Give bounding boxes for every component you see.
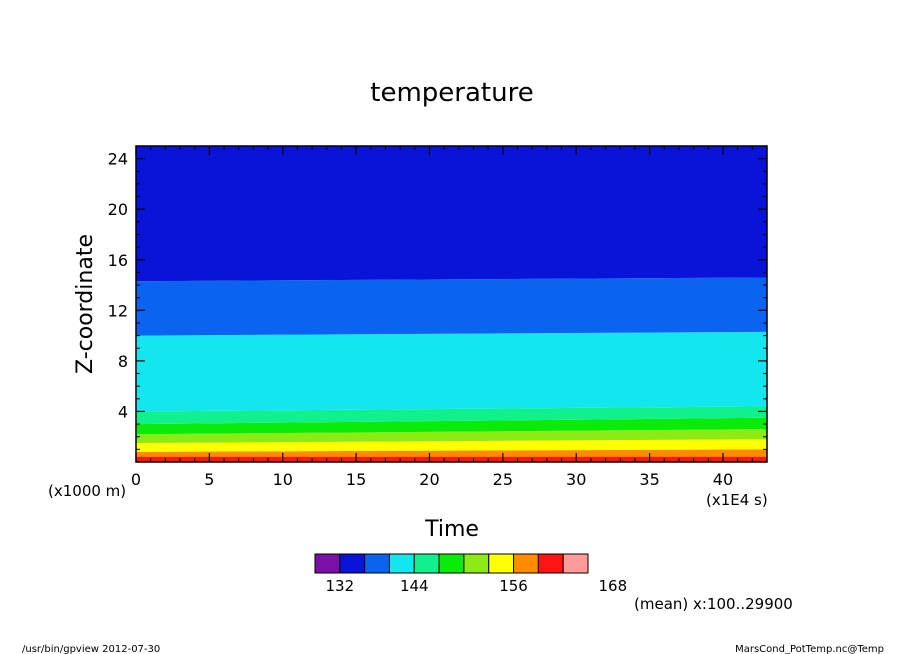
contour-band-surface: [136, 456, 767, 462]
contour-band-3: [136, 417, 767, 435]
axis-ticks: 0 5 10 15 20 25 30 35 40 4 8 12 16 20 24: [108, 145, 768, 489]
colorbar-swatch: [463, 553, 490, 574]
contour-band-1: [136, 439, 767, 452]
averaging-note: (mean) x:100..29900: [634, 595, 793, 613]
x-tick-label: 35: [639, 470, 659, 489]
x-tick-label: 30: [566, 470, 586, 489]
x-tick-label: 40: [713, 470, 733, 489]
y-tick-label: 4: [118, 402, 128, 421]
y-tick-label: 8: [118, 352, 128, 371]
colorbar-label: 144: [400, 577, 429, 595]
x-axis-unit: (x1E4 s): [706, 491, 768, 509]
colorbar-swatch: [562, 553, 589, 574]
x-axis-title: Time: [424, 517, 479, 542]
colorbar-label: 156: [499, 577, 528, 595]
colorbar-swatch: [438, 553, 465, 574]
contour-band-6: [136, 277, 767, 336]
y-axis-unit: (x1000 m): [48, 482, 126, 500]
contour-band-4: [136, 406, 767, 425]
contour-band-2: [136, 429, 767, 444]
footer-left: /usr/bin/gpview 2012-07-30: [22, 644, 160, 654]
chart-title: temperature: [370, 78, 533, 108]
footer-right: MarsCond_PotTemp.nc@Temp: [735, 644, 884, 654]
x-tick-label: 10: [273, 470, 293, 489]
colorbar: 132 144 156 168: [314, 553, 627, 595]
y-axis-title: Z-coordinate: [73, 234, 98, 374]
colorbar-swatch: [513, 553, 539, 574]
x-tick-label: 0: [131, 470, 141, 489]
colorbar-swatch: [537, 553, 564, 574]
y-tick-label: 12: [108, 301, 128, 320]
y-tick-label: 16: [108, 251, 128, 270]
plot-area: [136, 146, 767, 462]
contour-band-5: [136, 331, 767, 412]
colorbar-swatch: [339, 553, 366, 574]
y-tick-label: 24: [108, 150, 128, 169]
x-tick-label: 25: [493, 470, 513, 489]
contour-band-0: [136, 449, 767, 457]
x-tick-label: 15: [346, 470, 366, 489]
colorbar-swatch: [388, 553, 415, 574]
colorbar-swatch: [488, 553, 515, 574]
colorbar-label: 132: [325, 577, 354, 595]
colorbar-swatch: [364, 553, 390, 574]
colorbar-swatch: [413, 553, 440, 574]
x-tick-label: 5: [204, 470, 214, 489]
colorbar-label: 168: [598, 577, 627, 595]
x-tick-label: 20: [419, 470, 439, 489]
y-tick-label: 20: [108, 200, 128, 219]
contour-band-7: [136, 146, 767, 282]
colorbar-swatch: [314, 553, 341, 574]
plot-frame: [135, 145, 768, 463]
